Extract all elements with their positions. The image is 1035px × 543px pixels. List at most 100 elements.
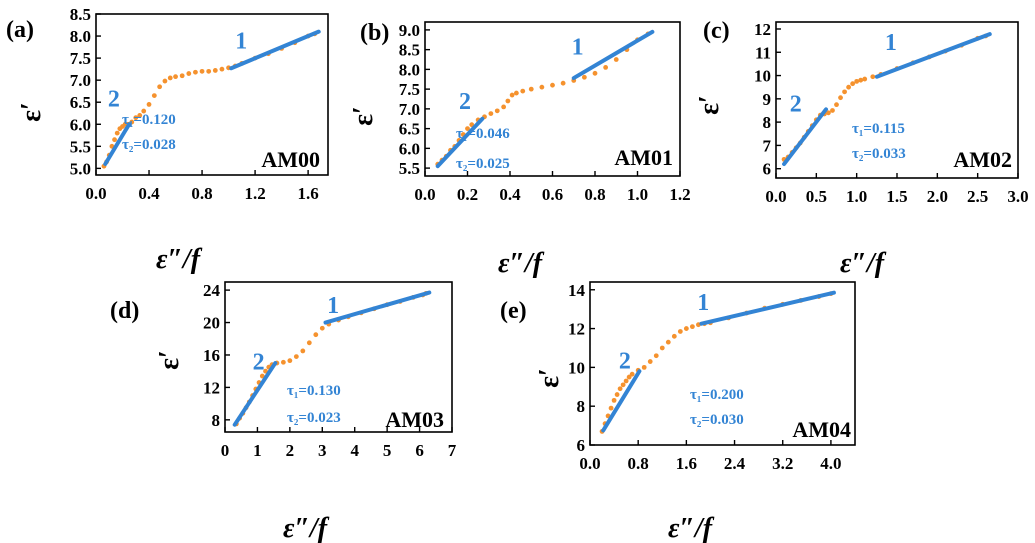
panel-b-sample-name: AM01 bbox=[614, 145, 673, 170]
panel-a-data-point bbox=[193, 69, 198, 75]
panel-b-ytick-label: 6.5 bbox=[399, 120, 420, 139]
panel-e-data-point bbox=[641, 364, 647, 370]
panel-e-xtick-label: 1.6 bbox=[676, 454, 697, 473]
panel-c-ytick-label: 11 bbox=[755, 43, 771, 62]
panel-c-ytick-label: 10 bbox=[754, 67, 771, 86]
panel-c-data-point bbox=[842, 89, 847, 95]
panel-c-xtick-label: 2.0 bbox=[927, 187, 948, 206]
panel-c-data-point bbox=[830, 108, 835, 113]
panel-a-tau-1: τ₁=0.120 bbox=[122, 112, 176, 128]
panel-d-fit-label-2: 2 bbox=[253, 350, 265, 376]
panel-a-data-point bbox=[219, 66, 225, 72]
panel-b-data-point bbox=[509, 92, 515, 98]
panel-d-data-point bbox=[319, 325, 325, 331]
panel-d-xtick-label: 6 bbox=[415, 441, 424, 460]
panel-b-xtick-label: 1.2 bbox=[669, 185, 690, 204]
panel-b-data-point bbox=[603, 65, 609, 70]
panel-a-ylabel: ε′ bbox=[16, 102, 47, 122]
panel-e-xtick-label: 0.8 bbox=[628, 454, 649, 473]
panel-b-fit-label-1: 1 bbox=[572, 34, 584, 60]
panel-c-fit-label-1: 1 bbox=[885, 30, 897, 56]
panel-a-ytick-label: 6.5 bbox=[70, 93, 91, 112]
panel-c-ytick-label: 6 bbox=[763, 160, 772, 179]
panel-b-data-point bbox=[592, 70, 598, 76]
panel-a-fit-line-2 bbox=[103, 122, 132, 166]
panel-b-tau-1: τ₁=0.046 bbox=[456, 126, 510, 142]
panel-c-fit-line-1 bbox=[874, 32, 992, 79]
panel-c-data-point bbox=[838, 95, 843, 101]
panel-d-data-point bbox=[263, 368, 268, 374]
panel-a-ytick-label: 7.5 bbox=[70, 49, 91, 68]
panel-b-ytick-label: 5.5 bbox=[399, 159, 420, 178]
panel-c-xtick-label: 1.0 bbox=[846, 187, 867, 206]
panel-a-data-point bbox=[146, 102, 152, 107]
panel-d-fit-line-1 bbox=[323, 290, 432, 325]
panel-a: 0.0 0.4 0.8 1.2 1.6 5.0 5.5 6.0 6.5 7.0 7.5 8.0 8.5 1… bbox=[6, 5, 329, 275]
panel-b-xtick-label: 1.0 bbox=[627, 185, 648, 204]
panel-d-xtick-label: 4 bbox=[350, 441, 359, 460]
panel-b-data-point bbox=[560, 80, 566, 86]
panel-d-frame bbox=[224, 281, 453, 433]
panel-c-xtick-label: 0.0 bbox=[765, 187, 786, 206]
panel-c-data-point bbox=[850, 81, 856, 87]
panel-a-fit-line-1 bbox=[229, 29, 321, 71]
panel-b-xtick-label: 0.4 bbox=[499, 185, 521, 204]
panel-e-tau-1: τ₁=0.200 bbox=[690, 387, 744, 403]
panel-b-data-point bbox=[488, 111, 494, 117]
panel-b-data-point bbox=[494, 108, 500, 114]
panel-d-data-point bbox=[313, 332, 319, 338]
panel-c-data-point bbox=[870, 74, 876, 80]
panel-c-ylabel: ε′ bbox=[694, 95, 725, 115]
panel-d-xtick-label: 1 bbox=[253, 441, 262, 460]
panel-d-xtick-label: 0 bbox=[221, 441, 230, 460]
panel-e-xtick-label: 4.0 bbox=[820, 454, 841, 473]
panel-e-data-point bbox=[671, 333, 677, 339]
panel-d-fit-line-2 bbox=[232, 361, 278, 427]
panel-a-letter: (a) bbox=[6, 17, 34, 43]
panel-a-sample-name: AM00 bbox=[261, 147, 320, 172]
panel-c: 0.0 0.5 1.0 1.5 2.0 2.5 3.0678910111212τ₁=0.11… bbox=[694, 18, 1029, 279]
panel-a-ytick-label: 5.5 bbox=[70, 137, 91, 156]
panel-e-data-point bbox=[629, 371, 635, 377]
panel-e-xtick-label: 3.2 bbox=[772, 454, 793, 473]
panel-c-fit-label-2: 2 bbox=[790, 92, 802, 118]
panel-a-xtick-label: 1.2 bbox=[244, 184, 265, 203]
panel-c-ytick-label: 9 bbox=[763, 90, 772, 109]
panel-d-data-point bbox=[287, 358, 293, 364]
panel-e-xtick-label: 0.0 bbox=[579, 454, 600, 473]
panel-a-ytick-label: 8.0 bbox=[70, 27, 91, 46]
panel-a-data-point bbox=[133, 115, 139, 121]
panel-a-data-point bbox=[179, 73, 185, 79]
panel-b-fit-label-2: 2 bbox=[459, 89, 471, 115]
panel-e-ytick-label: 14 bbox=[568, 281, 586, 300]
panel-e-data-point bbox=[608, 405, 614, 411]
panel-e-ytick-label: 12 bbox=[568, 320, 585, 339]
panel-d-data-point bbox=[280, 359, 286, 365]
panel-e-data-point bbox=[626, 374, 632, 380]
panel-d-xtick-label: 2 bbox=[286, 441, 295, 460]
panel-b-data-point bbox=[465, 126, 470, 132]
panel-e-data-point bbox=[614, 392, 620, 397]
panel-b-data-point bbox=[528, 86, 534, 92]
panel-c-data-point bbox=[854, 78, 860, 84]
panel-b-xlabel: ε″/f bbox=[498, 248, 545, 279]
panel-e-fit-line-1 bbox=[699, 290, 836, 326]
panel-e-frame bbox=[589, 281, 856, 446]
panel-e-data-point bbox=[665, 339, 671, 345]
panel-d-data-point bbox=[259, 373, 265, 379]
panel-d-ytick-label: 24 bbox=[203, 281, 221, 300]
panel-e-sample-name: AM04 bbox=[792, 417, 851, 442]
panel-e-data-point bbox=[659, 345, 665, 351]
panel-e-data-point bbox=[677, 329, 683, 334]
panel-c-xtick-label: 3.0 bbox=[1007, 187, 1028, 206]
panel-a-xlabel: ε″/f bbox=[156, 244, 203, 275]
panel-d-sample-name: AM03 bbox=[385, 407, 444, 432]
panel-e-data-point bbox=[620, 382, 626, 388]
panel-a-tau-2: τ₂=0.028 bbox=[122, 137, 176, 153]
panel-e-data-point bbox=[617, 386, 623, 392]
panel-c-data-point bbox=[862, 76, 868, 82]
panel-c-tau-1: τ₁=0.115 bbox=[852, 121, 905, 137]
panel-e-data-point bbox=[689, 324, 695, 330]
panel-c-tau-2: τ₂=0.033 bbox=[852, 146, 906, 162]
